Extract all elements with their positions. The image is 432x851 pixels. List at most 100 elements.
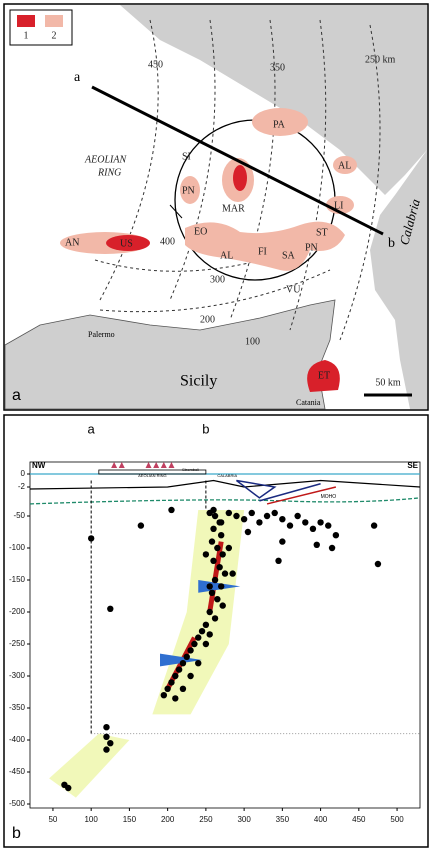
earthquake bbox=[183, 653, 190, 660]
mainland bbox=[120, 5, 427, 195]
earthquake bbox=[202, 551, 210, 558]
earthquake bbox=[202, 640, 210, 648]
earthquake bbox=[168, 506, 175, 514]
ring-label: AEOLIAN bbox=[84, 154, 127, 165]
earthquake bbox=[313, 541, 320, 548]
place: AL bbox=[220, 250, 233, 261]
y-tick-label: -350 bbox=[9, 703, 26, 712]
panel-label: b bbox=[12, 825, 21, 842]
earthquake bbox=[214, 596, 221, 603]
annotation: a bbox=[88, 421, 96, 436]
ring-box bbox=[98, 469, 207, 475]
earthquake bbox=[208, 538, 216, 545]
ring-arrow bbox=[169, 204, 183, 219]
place: Catania bbox=[296, 398, 321, 407]
profile-end: a bbox=[74, 70, 81, 85]
earthquake bbox=[214, 544, 221, 552]
earthquake bbox=[211, 576, 219, 584]
panel-label: a bbox=[12, 387, 21, 404]
annotation: SE bbox=[407, 461, 418, 470]
legend-label: 1 bbox=[24, 30, 29, 41]
earthquake bbox=[160, 692, 168, 699]
x-tick-label: 300 bbox=[237, 815, 251, 824]
earthquake bbox=[87, 535, 95, 542]
earthquake bbox=[217, 519, 225, 526]
earthquake bbox=[65, 784, 72, 792]
contour bbox=[99, 19, 159, 301]
earthquake bbox=[325, 522, 332, 529]
contour-label: 300 bbox=[210, 274, 225, 285]
y-tick-label: -300 bbox=[9, 671, 26, 680]
earthquake bbox=[187, 647, 194, 654]
contour bbox=[169, 19, 216, 301]
legend-swatch bbox=[17, 15, 35, 27]
place: MAR bbox=[222, 203, 245, 214]
place: SI bbox=[182, 151, 191, 162]
earthquake bbox=[217, 532, 225, 539]
earthquake bbox=[206, 608, 213, 616]
place: SA bbox=[282, 250, 296, 261]
y-tick-label: -500 bbox=[9, 799, 26, 808]
plot: 50 100 150 200 250 300 350 400 450 500 0 -2 -50 -100 -… bbox=[9, 421, 421, 824]
y-tick-label: -100 bbox=[9, 543, 26, 552]
earthquake bbox=[172, 672, 179, 680]
earthquake bbox=[286, 522, 294, 529]
y-tick-label: -250 bbox=[9, 639, 26, 648]
earthquake bbox=[210, 525, 217, 532]
volcano-area bbox=[333, 156, 357, 174]
earthquake bbox=[240, 516, 248, 523]
earthquake bbox=[107, 605, 114, 612]
earthquake bbox=[206, 583, 213, 590]
scale-label: 50 km bbox=[375, 377, 401, 388]
earthquake bbox=[225, 544, 233, 552]
volcano-area bbox=[185, 221, 345, 271]
contour-label: 100 bbox=[245, 336, 260, 347]
earthquake bbox=[206, 631, 213, 638]
earthquake bbox=[221, 570, 229, 577]
earthquake bbox=[309, 525, 317, 532]
earthquake bbox=[103, 746, 110, 753]
earthquake bbox=[103, 724, 110, 731]
place: Sicily bbox=[180, 373, 217, 390]
place: AL bbox=[338, 160, 351, 171]
earthquake bbox=[279, 538, 286, 545]
plot-area bbox=[29, 461, 421, 809]
earthquake bbox=[164, 685, 171, 692]
earthquake bbox=[374, 560, 382, 568]
contour bbox=[289, 19, 327, 331]
earthquake bbox=[219, 551, 226, 558]
earthquake bbox=[233, 512, 240, 520]
contour-label: 450 bbox=[148, 59, 163, 70]
moho bbox=[29, 497, 421, 505]
earthquake bbox=[332, 532, 340, 539]
x-tick-label: 50 bbox=[48, 815, 57, 824]
volcano-icon bbox=[145, 462, 152, 468]
x-tick-label: 450 bbox=[352, 815, 366, 824]
x-tick-label: 100 bbox=[84, 815, 98, 824]
earthquake bbox=[187, 672, 194, 680]
place: VU bbox=[286, 284, 301, 295]
place: Palermo bbox=[88, 330, 115, 339]
x-tick-label: 250 bbox=[199, 815, 213, 824]
earthquake bbox=[172, 695, 179, 702]
x-tick-label: 350 bbox=[276, 815, 290, 824]
y-tick-label: -150 bbox=[9, 575, 26, 584]
place: PN bbox=[305, 242, 318, 253]
earthquake bbox=[191, 640, 198, 648]
place: AN bbox=[65, 237, 79, 248]
earthquake bbox=[302, 519, 309, 526]
y-tick-label: 0 bbox=[21, 469, 26, 478]
earthquake bbox=[103, 733, 110, 740]
place: LI bbox=[334, 200, 343, 211]
annotation: b bbox=[202, 421, 209, 436]
earthquake bbox=[217, 583, 225, 590]
y-tick-label: -2 bbox=[18, 482, 26, 491]
place: US bbox=[120, 238, 133, 249]
x-tick-label: 500 bbox=[390, 815, 404, 824]
volcano-area bbox=[180, 176, 200, 204]
earthquake bbox=[211, 615, 219, 622]
earthquake bbox=[195, 634, 202, 641]
annotation: MOHO bbox=[321, 494, 337, 500]
earthquake bbox=[271, 509, 278, 517]
earthquake bbox=[211, 512, 219, 520]
